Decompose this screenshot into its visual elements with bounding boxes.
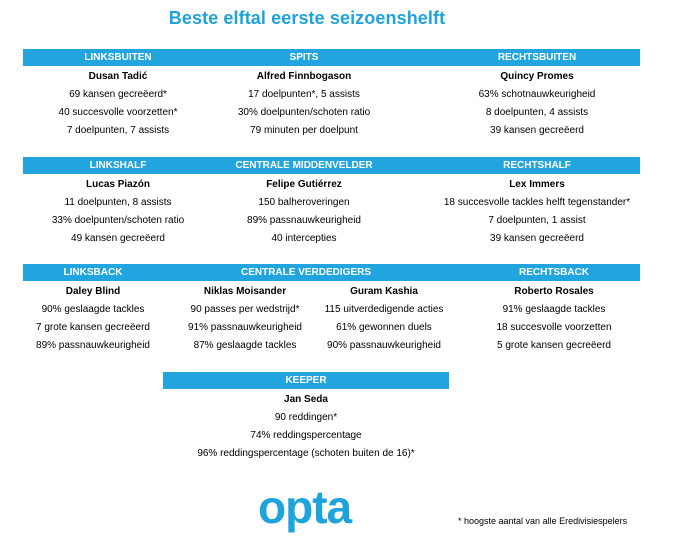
player-stat: 79 minuten per doelpunt (250, 125, 358, 136)
player-card-centrale-verdediger-2: Guram Kashia 115 uitverdedigende acties … (319, 283, 449, 355)
player-stat: 49 kansen gecreëerd (71, 233, 165, 244)
player-name: Lucas Piazón (86, 179, 150, 190)
position-header-keeper: KEEPER (285, 375, 327, 386)
player-card-linkshalf: Lucas Piazón 11 doelpunten, 8 assists 33… (23, 176, 213, 248)
player-stat: 150 balheroveringen (258, 197, 350, 208)
player-stat: 18 succesvolle tackles helft tegenstande… (443, 197, 631, 208)
header-band-midfield: LINKSHALF CENTRALE MIDDENVELDER RECHTSHA… (23, 157, 640, 174)
player-stat: 40 intercepties (271, 233, 337, 244)
player-card-linksbuiten: Dusan Tadić 69 kansen gecreëerd* 40 succ… (23, 68, 213, 140)
player-stat: 115 uitverdedigende acties (324, 304, 444, 315)
player-name: Felipe Gutiérrez (266, 179, 342, 190)
player-name: Dusan Tadić (88, 71, 148, 82)
player-stat: 90% geslaagde tackles (41, 304, 145, 315)
player-stat: 18 succesvolle voorzetten (496, 322, 612, 333)
player-stat: 39 kansen gecreëerd (490, 125, 584, 136)
player-name: Alfred Finnbogason (256, 71, 352, 82)
position-header-rechtsbuiten: RECHTSBUITEN (497, 52, 577, 63)
header-band-defence: LINKSBACK CENTRALE VERDEDIGERS RECHTSBAC… (23, 264, 640, 281)
player-stat: 74% reddingspercentage (250, 430, 362, 441)
player-stat: 96% reddingspercentage (schoten buiten d… (197, 448, 415, 459)
player-stat: 17 doelpunten*, 5 assists (248, 89, 360, 100)
position-header-spits: SPITS (289, 52, 319, 63)
player-name: Quincy Promes (500, 71, 574, 82)
player-stat: 7 doelpunten, 7 assists (66, 125, 170, 136)
player-name: Lex Immers (509, 179, 565, 190)
player-stat: 90% passnauwkeurigheid (327, 340, 441, 351)
player-stat: 87% geslaagde tackles (193, 340, 297, 351)
player-card-keeper: Jan Seda 90 reddingen* 74% reddingsperce… (163, 391, 449, 463)
player-name: Roberto Rosales (514, 286, 594, 297)
position-header-rechtsback: RECHTSBACK (519, 267, 589, 278)
position-header-centrale-verdedigers: CENTRALE VERDEDIGERS (240, 267, 371, 278)
header-band-keeper: KEEPER (163, 372, 449, 389)
player-card-spits: Alfred Finnbogason 17 doelpunten*, 5 ass… (209, 68, 399, 140)
position-header-centrale-middenvelder: CENTRALE MIDDENVELDER (235, 160, 373, 171)
player-stat: 8 doelpunten, 4 assists (485, 107, 589, 118)
position-header-rechtshalf: RECHTSHALF (503, 160, 571, 171)
position-header-linksbuiten: LINKSBUITEN (84, 52, 152, 63)
player-stat: 33% doelpunten/schoten ratio (51, 215, 185, 226)
player-stat: 39 kansen gecreëerd (490, 233, 584, 244)
player-stat: 89% passnauwkeurigheid (36, 340, 150, 351)
player-name: Guram Kashia (350, 286, 418, 297)
player-stat: 11 doelpunten, 8 assists (64, 197, 172, 208)
player-stat: 89% passnauwkeurigheid (247, 215, 361, 226)
player-stat: 40 succesvolle voorzetten* (58, 107, 178, 118)
position-header-linksback: LINKSBACK (63, 267, 123, 278)
player-name: Daley Blind (65, 286, 121, 297)
player-card-rechtsback: Roberto Rosales 91% geslaagde tackles 18… (475, 283, 633, 355)
header-band-attack: LINKSBUITEN SPITS RECHTSBUITEN (23, 49, 640, 66)
player-stat: 30% doelpunten/schoten ratio (237, 107, 371, 118)
player-card-rechtsbuiten: Quincy Promes 63% schotnauwkeurigheid 8 … (437, 68, 637, 140)
player-stat: 91% geslaagde tackles (502, 304, 606, 315)
player-card-centrale-middenvelder: Felipe Gutiérrez 150 balheroveringen 89%… (209, 176, 399, 248)
player-stat: 7 doelpunten, 1 assist (488, 215, 586, 226)
player-stat: 91% passnauwkeurigheid (188, 322, 302, 333)
player-stat: 63% schotnauwkeurigheid (478, 89, 596, 100)
player-stat: 7 grote kansen gecreëerd (36, 322, 150, 333)
player-card-rechtshalf: Lex Immers 18 succesvolle tackles helft … (437, 176, 637, 248)
opta-logo: opta (258, 481, 352, 533)
player-stat: 90 passes per wedstrijd* (190, 304, 300, 315)
player-card-linksback: Daley Blind 90% geslaagde tackles 7 grot… (23, 283, 163, 355)
player-stat: 5 grote kansen gecreëerd (497, 340, 611, 351)
player-stat: 90 reddingen* (274, 412, 338, 423)
page-title: Beste elftal eerste seizoenshelft (168, 8, 446, 28)
footnote: * hoogste aantal van alle Eredivisiespel… (458, 516, 628, 526)
player-name: Niklas Moisander (203, 286, 287, 297)
player-stat: 69 kansen gecreëerd* (69, 89, 167, 100)
player-stat: 61% gewonnen duels (336, 322, 432, 333)
player-card-centrale-verdediger-1: Niklas Moisander 90 passes per wedstrijd… (180, 283, 310, 355)
player-name: Jan Seda (284, 394, 328, 405)
position-header-linkshalf: LINKSHALF (89, 160, 147, 171)
